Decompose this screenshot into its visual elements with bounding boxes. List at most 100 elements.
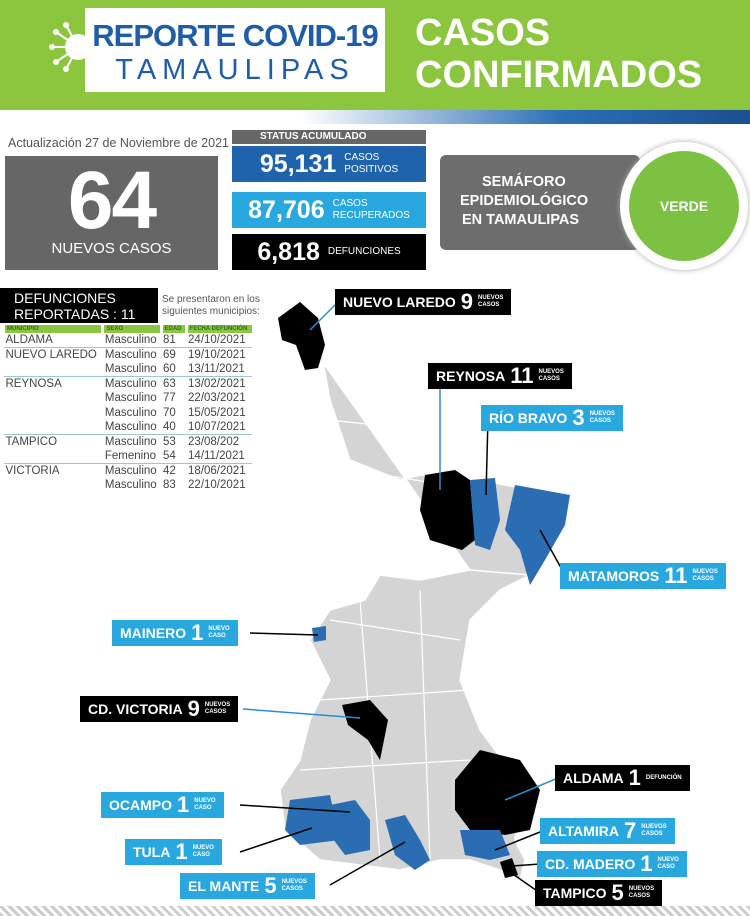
table-cell: Masculino [104, 392, 157, 405]
status-item: 95,131 CASOS POSITIVOS [232, 146, 426, 182]
case-unit-line: NUEVOS [692, 569, 718, 575]
altamira-area [460, 830, 510, 860]
title-line-1: CASOS [415, 12, 551, 54]
case-unit-line: DEFUNCIÓN [645, 774, 682, 781]
case-count: 1 [175, 839, 188, 864]
header-stripe [0, 110, 750, 124]
map-label: ALDAMA 1 DEFUNCIÓN [555, 765, 690, 791]
deaths-table: MUNICIPIO SEXO EDAD FECHA DEFUNCIÓN ALDAMA M… [1, 325, 253, 493]
semaforo-line: EPIDEMIOLÓGICO [460, 193, 589, 209]
table-row: TAMPICO Masculino 53 23/08/202 [3, 434, 252, 449]
case-unit-line: CASOS [641, 831, 663, 837]
case-unit-line: NUEVO [192, 845, 214, 851]
case-unit: NUEVO CASO [194, 798, 215, 812]
case-unit-line: NUEVOS [538, 369, 564, 375]
case-unit: NUEVOS CASOS [693, 569, 718, 583]
table-cell: 15/05/2021 [188, 406, 246, 419]
status-item: 6,818 DEFUNCIONES [232, 234, 426, 270]
table-row: REYNOSA Masculino 63 13/02/2021 [3, 376, 252, 391]
deaths-note: Se presentaron en los siguientes municip… [162, 294, 260, 318]
column-header: SEXO [101, 325, 162, 333]
case-unit: NUEVOS CASOS [590, 411, 615, 425]
table-cell: 13/11/2021 [188, 363, 245, 375]
municipality-name: EL MANTE [188, 878, 260, 894]
case-unit-line: NUEVOS [589, 411, 615, 417]
deaths-note-1: Se presentaron en los [162, 294, 260, 305]
case-unit: NUEVO CASO [657, 857, 678, 871]
table-cell: 77 [163, 392, 176, 405]
deaths-note-2: siguientes municipios: [162, 306, 260, 317]
table-cell: Masculino [104, 363, 157, 375]
virus-icon [49, 22, 88, 72]
victoria-area [342, 700, 388, 760]
table-cell: ALDAMA [5, 334, 53, 346]
case-unit-line: CASOS [478, 302, 500, 308]
ocampo-area [330, 800, 370, 855]
logo-title: REPORTE COVID-19 [92, 18, 378, 53]
table-cell: 54 [163, 450, 176, 462]
table-row: Femenino 54 14/11/2021 [4, 449, 253, 464]
map-label: MATAMOROS 11 NUEVOS CASOS [560, 563, 726, 589]
deaths-title: DEFUNCIONES REPORTADAS : 11 [0, 288, 158, 323]
municipality-name: TAMPICO [543, 885, 607, 901]
nuevo-laredo-area [278, 302, 325, 370]
status-title: STATUS ACUMULADO [232, 130, 426, 144]
column-header: MUNICIPIO [1, 325, 103, 333]
table-row: Masculino 83 22/10/2021 [4, 478, 253, 493]
municipality-name: ALDAMA [563, 770, 624, 786]
logo-subtitle: TAMAULIPAS [115, 54, 355, 86]
semaforo-indicator: VERDE [629, 151, 739, 261]
table-cell: 18/06/2021 [186, 463, 252, 478]
map-label: TULA 1 NUEVO CASO [125, 839, 222, 865]
reynosa-area [420, 470, 475, 550]
new-cases-value: 64 [67, 155, 157, 246]
table-cell: 42 [161, 463, 187, 478]
table-cell: Masculino [102, 434, 162, 449]
municipality-name: RÍO BRAVO [489, 410, 568, 426]
status-item: 87,706 CASOS RECUPERADOS [232, 192, 426, 228]
table-row: Masculino 40 10/07/2021 [4, 420, 253, 435]
status-label: CASOS RECUPERADOS [333, 198, 410, 222]
table-cell: 13/02/2021 [186, 376, 252, 391]
map-label: RÍO BRAVO 3 NUEVOS CASOS [481, 405, 623, 431]
case-unit-line: NUEVO [208, 626, 230, 632]
case-unit-line: NUEVO [657, 857, 679, 863]
semaforo-line: SEMÁFORO [482, 174, 566, 190]
map-label: REYNOSA 11 NUEVOS CASOS [428, 363, 572, 389]
table-cell: 60 [163, 363, 176, 375]
table-row: Masculino 70 15/05/2021 [4, 406, 253, 421]
status-label: DEFUNCIONES [328, 246, 401, 258]
table-cell: Masculino [102, 463, 162, 478]
table-cell: 22/10/2021 [188, 479, 246, 492]
case-unit: NUEVOS CASOS [205, 702, 230, 716]
municipality-name: CD. MADERO [545, 856, 636, 872]
case-unit-line: NUEVOS [204, 702, 231, 708]
update-date: Actualización 27 de Noviembre de 2021 [8, 136, 229, 150]
municipality-name: MATAMOROS [568, 568, 660, 584]
table-cell: 19/10/2021 [186, 347, 252, 362]
status-value: 6,818 [257, 238, 320, 266]
table-cell: Masculino [104, 334, 157, 346]
new-cases-label: NUEVOS CASOS [51, 240, 172, 257]
table-cell: 83 [163, 479, 176, 492]
status-label-line: CASOS [332, 198, 368, 209]
table-cell: 24/10/2021 [188, 334, 246, 346]
state-shape [279, 329, 571, 882]
tampico-area [500, 858, 518, 878]
case-unit-line: CASOS [589, 418, 611, 424]
case-unit-line: CASO [208, 633, 226, 639]
municipality-name: OCAMPO [109, 797, 172, 813]
case-unit-line: CASOS [204, 709, 227, 715]
table-cell: Masculino [102, 347, 162, 362]
column-header: FECHA DEFUNCIÓN [184, 325, 252, 333]
case-count: 5 [611, 880, 624, 905]
table-cell: Masculino [104, 406, 157, 419]
municipality-name: MAINERO [120, 625, 187, 641]
table-cell: 81 [163, 334, 176, 346]
municipality-name: TULA [133, 844, 171, 860]
case-unit: NUEVOS CASOS [641, 824, 666, 838]
status-value: 95,131 [259, 150, 337, 178]
case-unit-line: CASOS [538, 376, 560, 382]
case-unit: NUEVOS CASOS [539, 369, 564, 383]
